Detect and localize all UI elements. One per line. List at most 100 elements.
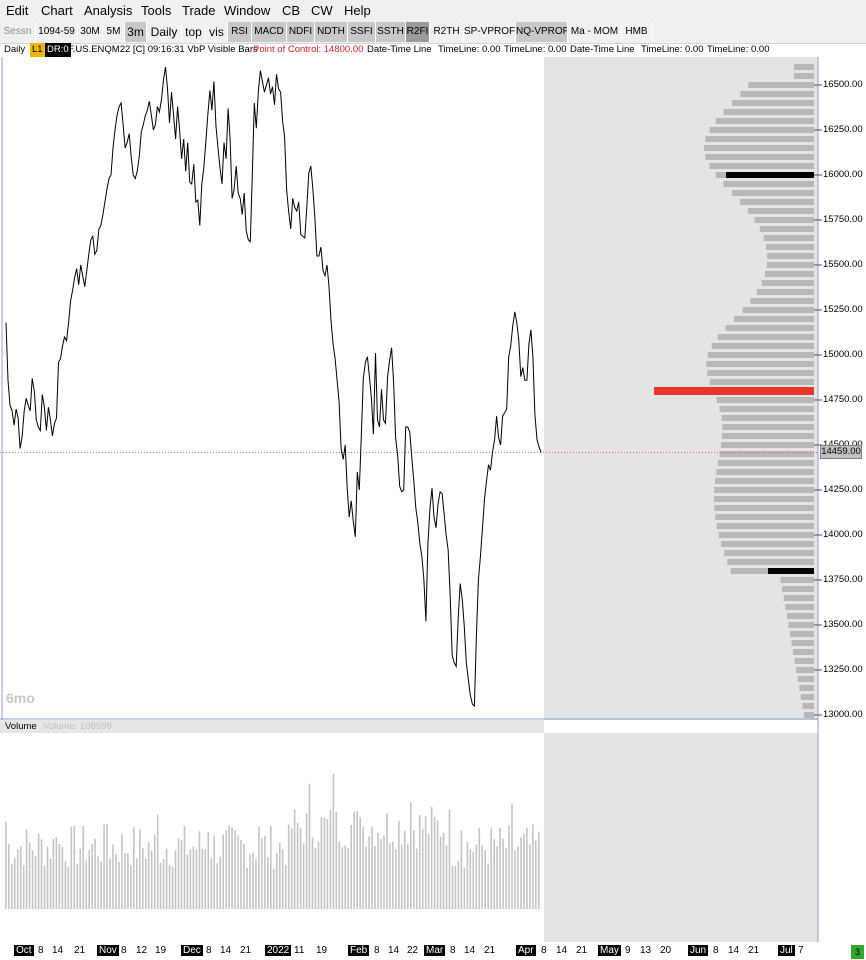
- volume-bar: [287, 824, 290, 909]
- toolbar-button-ssth[interactable]: SSTH: [376, 22, 406, 42]
- y-tick-label: 13250.00: [823, 664, 863, 675]
- volume-bar: [31, 850, 34, 909]
- volume-bar: [276, 852, 278, 909]
- volume-bar: [168, 864, 171, 909]
- volume-bar: [284, 865, 287, 909]
- volume-bar: [127, 853, 129, 909]
- value-area-marker: [726, 172, 814, 178]
- profile-bar: [714, 478, 814, 484]
- toolbar-button-ndfi[interactable]: NDFI: [287, 22, 315, 42]
- toolbar-button-r2th[interactable]: R2TH: [430, 22, 464, 42]
- dr-badge: DR:0: [45, 43, 71, 57]
- volume-bar: [162, 858, 165, 909]
- volume-bar: [195, 849, 198, 909]
- volume-bar: [133, 827, 135, 909]
- toolbar-button-ndth[interactable]: NDTH: [315, 22, 348, 42]
- volume-bar: [222, 834, 224, 909]
- timeline-label-1: TimeLine: 0.00: [438, 44, 501, 55]
- volume-panel[interactable]: Volume Volume: 108599: [0, 720, 866, 942]
- volume-bar: [365, 846, 367, 909]
- menu-window[interactable]: Window: [224, 3, 271, 18]
- toolbar-button-daily[interactable]: Daily: [147, 22, 182, 42]
- menu-trade[interactable]: Trade: [182, 3, 216, 18]
- toolbar-button-vis[interactable]: vis: [206, 22, 228, 42]
- y-axis-ticks: [814, 84, 822, 716]
- profile-bar: [766, 244, 814, 250]
- profile-bar: [754, 217, 814, 223]
- volume-bar: [85, 860, 87, 909]
- volume-bar: [171, 866, 174, 909]
- volume-bar: [142, 847, 144, 909]
- profile-bar: [747, 208, 814, 214]
- menu-chart[interactable]: Chart: [41, 3, 73, 18]
- price-chart-panel[interactable]: 13000.00 13250.00 13500.00 13750.00 14000.00…: [0, 57, 866, 720]
- menu-cw[interactable]: CW: [311, 3, 333, 18]
- volume-bar: [34, 856, 37, 909]
- volume-bar: [153, 834, 156, 909]
- x-tick-label: 8: [374, 945, 380, 956]
- toolbar-button-r2fi[interactable]: R2FI: [406, 22, 430, 42]
- toolbar-button-rsi[interactable]: RSI: [228, 22, 252, 42]
- menu-edit[interactable]: Edit: [6, 3, 29, 18]
- x-tick-label: 8: [713, 945, 719, 956]
- volume-bar: [356, 811, 358, 909]
- volume-bar: [37, 833, 40, 909]
- menu-bar: Edit Chart Analysis Tools Trade Window CB CW Hel…: [0, 0, 866, 22]
- toolbar-button-top[interactable]: top: [182, 22, 206, 42]
- x-tick-label: May: [598, 945, 621, 956]
- toolbar-button-ssfi[interactable]: SSFI: [348, 22, 376, 42]
- menu-tools[interactable]: Tools: [141, 3, 172, 18]
- y-tick-label: 16000.00: [823, 169, 863, 180]
- volume-bar: [293, 809, 296, 909]
- toolbar-button-sp-vprof[interactable]: SP-VPROF: [464, 22, 516, 42]
- profile-bar: [716, 397, 814, 403]
- profile-bar: [722, 424, 814, 430]
- volume-bar: [204, 849, 207, 909]
- volume-background: [0, 720, 544, 942]
- menu-cb[interactable]: CB: [282, 3, 301, 18]
- toolbar-button-3m[interactable]: 3m: [125, 22, 147, 42]
- menu-help[interactable]: Help: [344, 3, 371, 18]
- price-chart[interactable]: [0, 57, 866, 720]
- toolbar-button-1094-59[interactable]: 1094-59: [36, 22, 78, 42]
- volume-bar: [156, 814, 159, 909]
- x-tick-label: 14: [464, 945, 476, 956]
- volume-bar: [115, 854, 117, 909]
- profile-bar: [804, 712, 814, 718]
- volume-bar: [445, 845, 448, 909]
- volume-bar: [147, 841, 150, 909]
- toolbar-button-hmb[interactable]: HMB: [622, 22, 652, 42]
- profile-bar: [767, 253, 814, 259]
- profile-bar: [711, 343, 814, 349]
- toolbar-button-nq-vprof[interactable]: NQ-VPROF: [516, 22, 568, 42]
- profile-bar: [783, 595, 814, 601]
- volume-bar: [91, 844, 93, 909]
- menu-analysis[interactable]: Analysis: [84, 3, 133, 18]
- toolbar-button-sessn[interactable]: Sessn: [0, 22, 36, 42]
- volume-bar: [237, 835, 239, 909]
- profile-bar: [716, 523, 814, 529]
- volume-bar: [305, 813, 308, 909]
- volume-bar: [496, 846, 498, 909]
- toolbar-button-ma-mom[interactable]: Ma - MOM: [568, 22, 622, 42]
- x-tick-label: Mar: [424, 945, 446, 956]
- volume-bar: [442, 832, 445, 909]
- profile-bar: [796, 667, 814, 673]
- toolbar-button-5m[interactable]: 5M: [103, 22, 125, 42]
- toolbar-button-30m[interactable]: 30M: [78, 22, 103, 42]
- volume-bar: [103, 824, 105, 909]
- volume-bar: [323, 817, 326, 909]
- x-tick-label: Dec: [181, 945, 203, 956]
- price-series-line: [5, 66, 542, 708]
- period-label: Daily: [4, 44, 26, 55]
- profile-bar: [731, 100, 814, 106]
- point-of-control-label: Point of Control: 14800.00: [253, 44, 364, 55]
- chart-toolbar: Sessn 1094-59 30M 5M 3m Daily top vis RSI MACD NDF…: [0, 22, 866, 44]
- profile-bar: [706, 361, 814, 367]
- volume-bar: [466, 842, 469, 909]
- volume-bar: [186, 854, 189, 909]
- toolbar-button-macd[interactable]: MACD: [252, 22, 287, 42]
- volume-bar: [228, 825, 230, 909]
- volume-bar: [249, 854, 251, 909]
- volume-bar: [371, 827, 373, 909]
